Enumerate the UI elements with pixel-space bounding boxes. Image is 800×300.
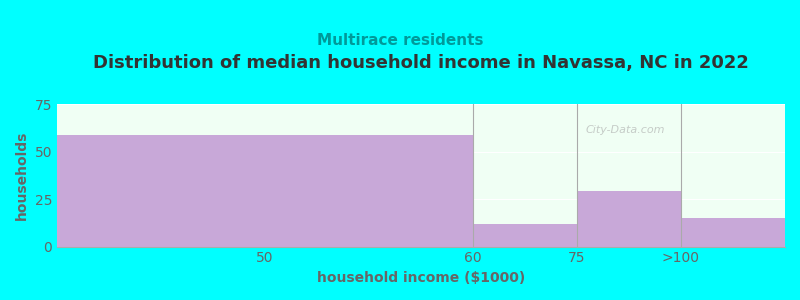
Text: Multirace residents: Multirace residents [317,33,483,48]
Text: City-Data.com: City-Data.com [585,125,665,135]
Y-axis label: households: households [15,131,29,220]
Title: Distribution of median household income in Navassa, NC in 2022: Distribution of median household income … [93,54,749,72]
Bar [57,134,473,247]
Bar [681,218,785,247]
Bar [473,224,577,247]
Bar [577,191,681,247]
X-axis label: household income ($1000): household income ($1000) [317,271,525,285]
